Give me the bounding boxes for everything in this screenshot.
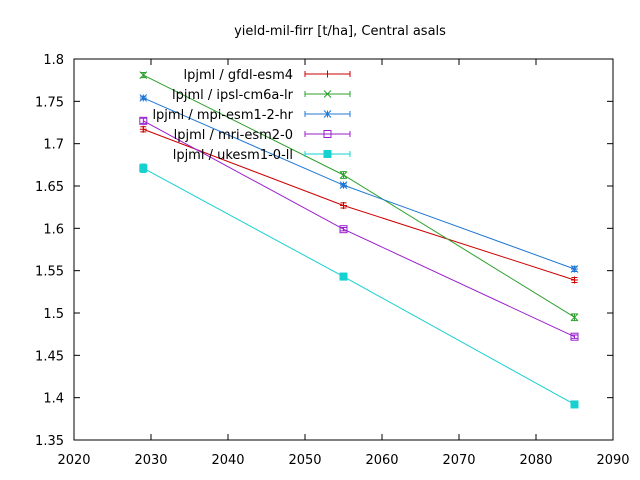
data-point	[570, 400, 579, 409]
y-tick-label: 1.6	[43, 222, 64, 237]
legend-errorbar	[304, 151, 351, 157]
data-point	[339, 225, 348, 234]
data-point	[339, 181, 348, 190]
legend-item-4: lpjml / mri-esm2-0	[174, 128, 351, 143]
error-bar	[340, 226, 347, 232]
legend: lpjml / gfdl-esm4 lpjml / ipsl-cm6a-lr lpj…	[152, 68, 351, 163]
x-tick-label: 2070	[442, 453, 475, 468]
data-point	[339, 272, 348, 281]
plot-area	[73, 58, 614, 441]
legend-item-3: lpjml / mpi-esm1-2-hr	[152, 108, 351, 123]
y-tick-label: 1.7	[43, 138, 64, 153]
series-5	[139, 163, 579, 409]
y-tick-label: 1.35	[35, 434, 64, 449]
legend-marker	[323, 110, 332, 118]
x-tick-label: 2030	[134, 453, 167, 468]
x-axis: 2020 2030 2040 2050 2060 2070 2080 2090	[57, 59, 630, 468]
x-tick-label: 2080	[519, 453, 552, 468]
series-1	[139, 125, 578, 284]
y-axis: 1.35 1.4 1.45 1.5 1.55 1.6 1.65 1.7 1.75 1.8	[35, 53, 613, 449]
data-point	[139, 94, 148, 102]
legend-marker	[324, 70, 331, 78]
legend-item-1: lpjml / gfdl-esm4	[184, 68, 351, 83]
legend-item-2: lpjml / ipsl-cm6a-lr	[172, 88, 351, 103]
legend-marker	[323, 130, 332, 138]
legend-label: lpjml / ipsl-cm6a-lr	[172, 88, 294, 103]
data-point	[139, 71, 148, 79]
y-tick-label: 1.65	[35, 180, 64, 195]
series-layer	[139, 71, 579, 409]
y-tick-label: 1.55	[35, 265, 64, 280]
legend-label: lpjml / mpi-esm1-2-hr	[152, 108, 293, 123]
data-point	[570, 265, 579, 273]
data-point	[570, 313, 579, 322]
data-point	[139, 116, 148, 125]
y-tick-label: 1.8	[43, 53, 64, 68]
legend-item-5: lpjml / ukesm1-0-ll	[173, 148, 351, 163]
data-point	[139, 164, 148, 173]
legend-errorbar	[304, 111, 351, 117]
series-4	[139, 116, 579, 341]
x-tick-label: 2040	[211, 453, 244, 468]
error-bar	[140, 117, 147, 124]
series-line	[143, 97, 575, 270]
legend-marker	[323, 90, 332, 98]
plot-frame	[73, 58, 614, 441]
y-tick-label: 1.75	[35, 95, 64, 110]
legend-label: lpjml / gfdl-esm4	[184, 68, 293, 83]
chart-title: yield-mil-firr [t/ha], Central asals	[234, 24, 446, 39]
x-tick-label: 2020	[57, 453, 90, 468]
legend-errorbar	[304, 91, 351, 97]
x-tick-label: 2060	[365, 453, 398, 468]
legend-errorbar	[304, 71, 351, 77]
series-2	[139, 71, 579, 322]
data-point	[339, 171, 348, 179]
y-tick-label: 1.4	[43, 392, 64, 407]
series-line	[143, 167, 575, 405]
x-tick-label: 2050	[288, 453, 321, 468]
series-3	[139, 94, 579, 273]
data-point	[340, 201, 347, 209]
legend-label: lpjml / ukesm1-0-ll	[173, 148, 293, 163]
y-tick-label: 1.5	[43, 307, 64, 322]
data-point	[139, 125, 147, 133]
legend-label: lpjml / mri-esm2-0	[174, 128, 293, 143]
x-tick-label: 2090	[596, 453, 629, 468]
error-bar	[571, 334, 578, 339]
legend-marker	[323, 150, 332, 158]
data-point	[571, 276, 578, 284]
data-point	[570, 332, 579, 341]
legend-errorbar	[304, 131, 351, 137]
y-tick-label: 1.45	[35, 349, 64, 364]
